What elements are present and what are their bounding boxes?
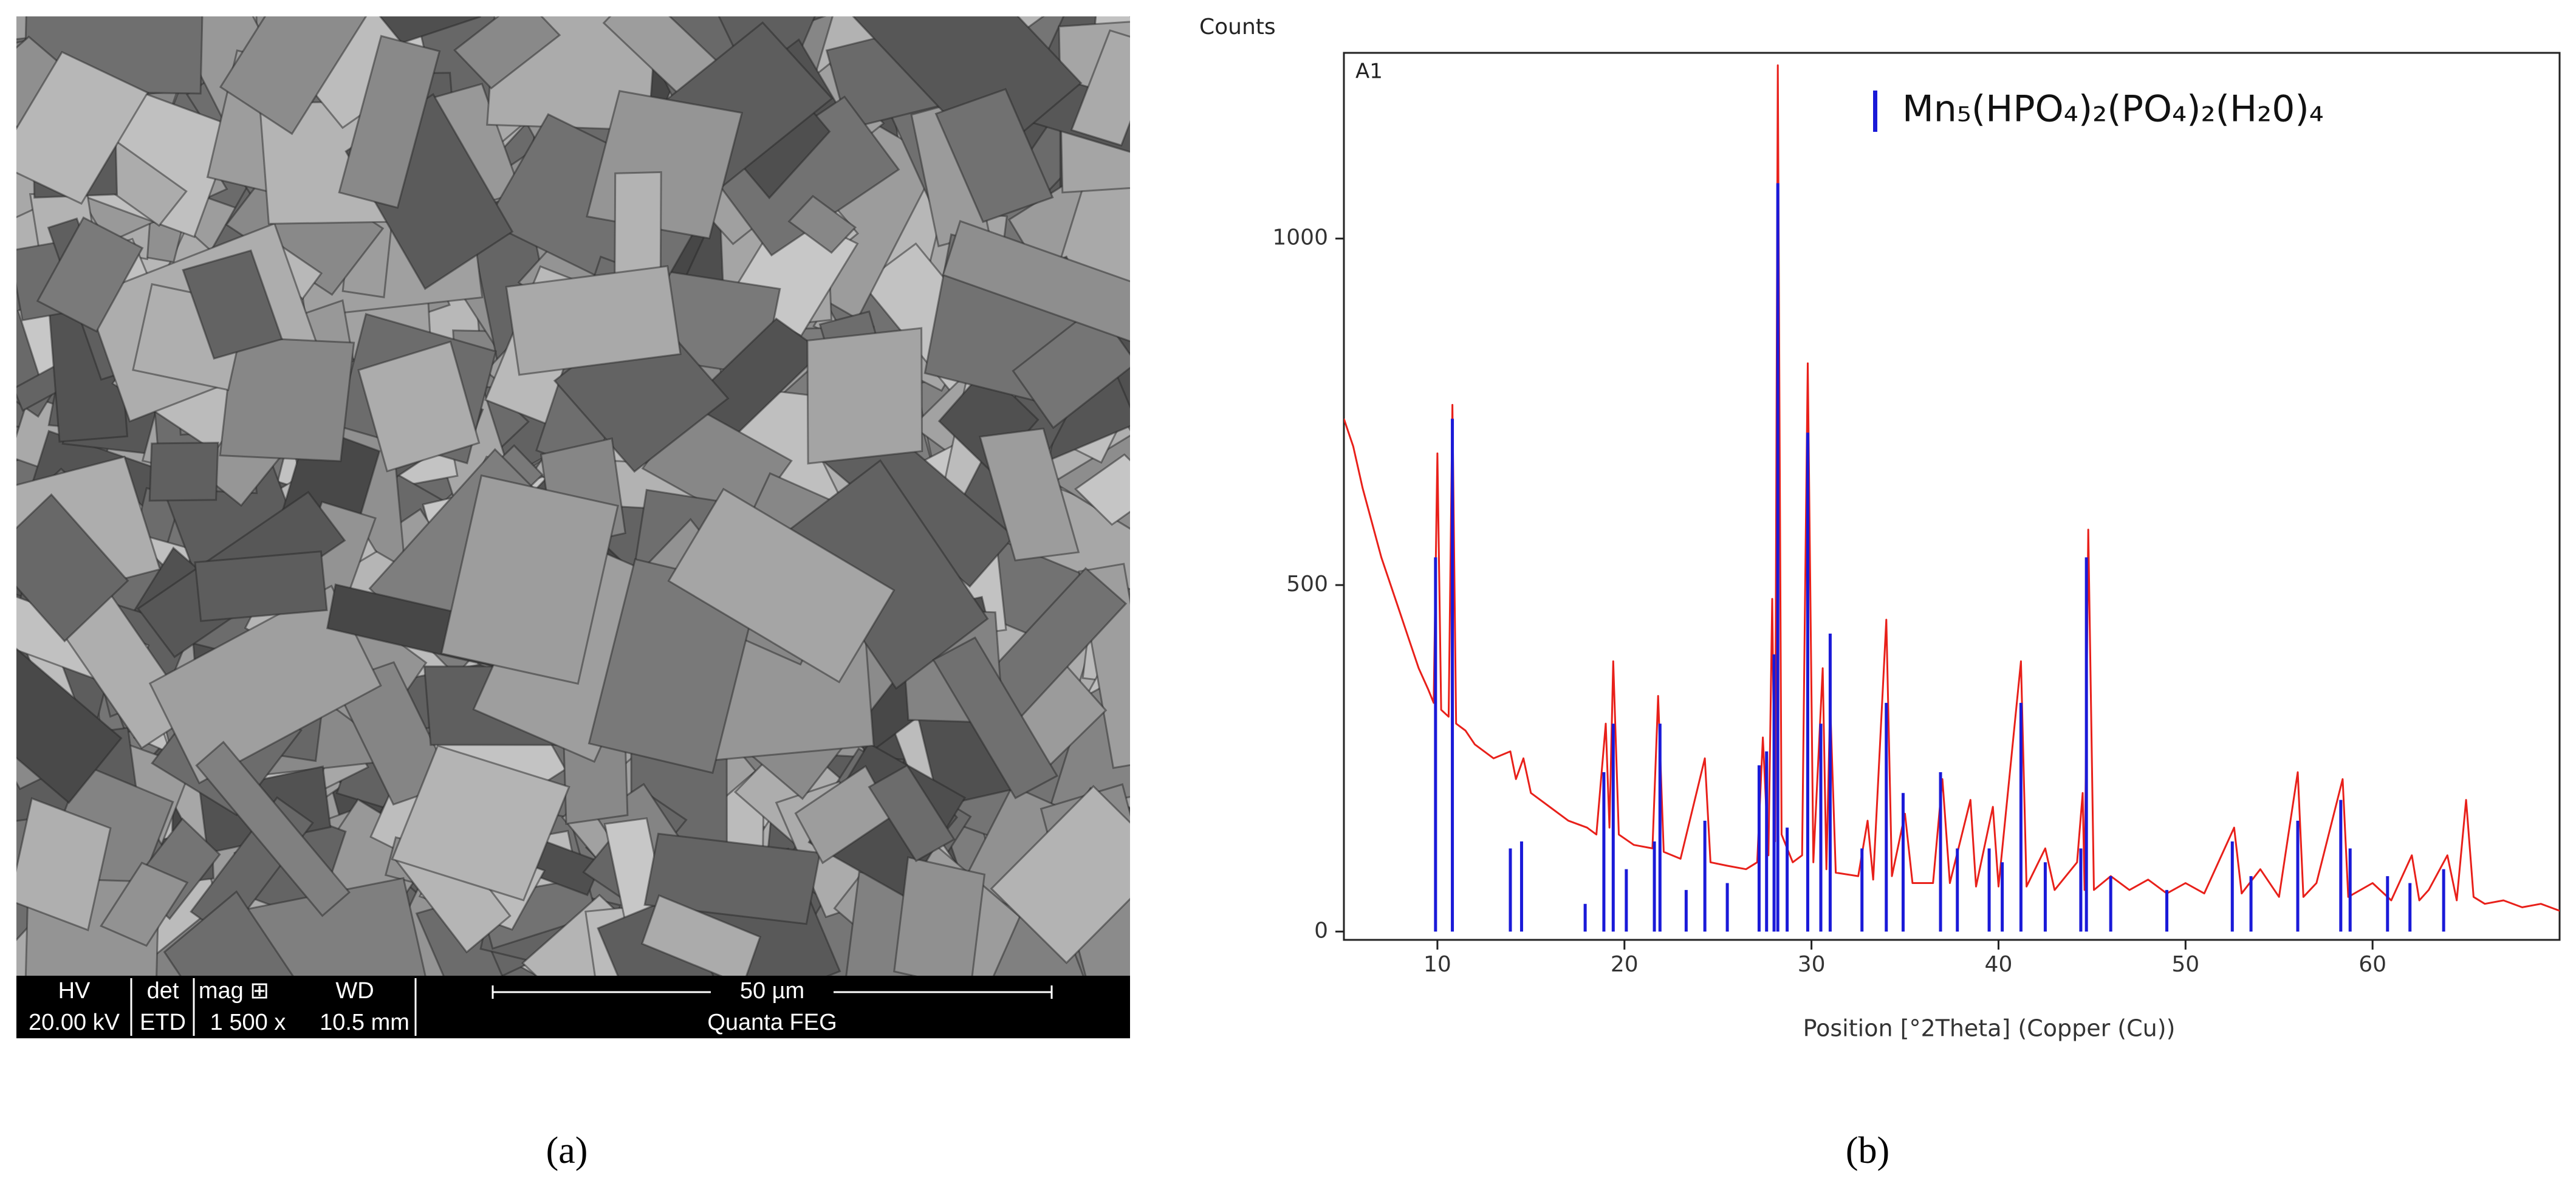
y-tick-label: 1000: [1272, 225, 1328, 250]
crystal: [932, 636, 1059, 800]
crystal: [787, 459, 989, 690]
plot-area: [1344, 64, 2560, 932]
crystal: [219, 336, 355, 462]
crystal: [440, 474, 619, 685]
panel-label: A1: [1355, 60, 1383, 84]
crystal: [100, 861, 189, 947]
info-value: 1 500 x: [210, 1010, 286, 1035]
xrd-chart: Counts A1 Position [°2Theta] (Copper (Cu…: [1199, 15, 2561, 1042]
crystal: [16, 493, 129, 643]
x-tick-label: 30: [1798, 952, 1826, 977]
crystal: [338, 35, 441, 209]
x-axis-title: Position [°2Theta] (Copper (Cu)): [1803, 1015, 2176, 1042]
info-value: 10.5 mm: [320, 1010, 409, 1035]
sem-texture: [16, 16, 1130, 976]
crystal: [640, 894, 761, 976]
crystal: [36, 216, 144, 333]
x-tick-label: 50: [2171, 952, 2199, 977]
crystal: [357, 340, 481, 473]
crystal: [182, 249, 283, 360]
crystal: [893, 856, 986, 976]
crystal: [505, 265, 682, 376]
crystal: [1074, 453, 1130, 526]
crystal: [667, 487, 896, 683]
crystal: [787, 194, 857, 254]
axes: 0 500 1000 10 20 30 40 50 60 Mn₅(HPO₄)₂(PO₄)₂(H₂0…: [1272, 88, 2386, 977]
crystal: [453, 16, 561, 90]
plot-frame: [1343, 52, 2561, 941]
info-header: WD: [335, 978, 374, 1004]
crystal: [868, 764, 956, 863]
sem-image: HV det mag ⊞ WD 20.00 kV ETD 1 500 x 10.…: [16, 16, 1130, 1038]
crystal: [643, 832, 821, 925]
crystal: [1070, 29, 1130, 147]
x-tick-label: 10: [1423, 952, 1451, 977]
x-tick-label: 40: [1985, 952, 2013, 977]
crystal: [391, 744, 570, 902]
legend-swatch: [1873, 91, 1877, 132]
scale-bar-label: 50 µm: [740, 978, 804, 1004]
info-header: det: [147, 978, 179, 1004]
y-axis-title: Counts: [1199, 15, 1276, 39]
x-tick-label: 60: [2358, 952, 2386, 977]
crystal: [934, 87, 1054, 224]
crystal: [16, 648, 123, 804]
crystal: [219, 16, 368, 135]
x-tick-label: 20: [1611, 952, 1639, 977]
caption: (b): [1846, 1130, 1889, 1171]
info-header: HV: [58, 978, 91, 1004]
crystal: [16, 50, 149, 205]
crystal: [990, 784, 1130, 964]
y-tick-label: 500: [1286, 572, 1328, 597]
info-bar: [16, 976, 1130, 1038]
info-value: 20.00 kV: [29, 1010, 120, 1035]
legend-label: Mn₅(HPO₄)₂(PO₄)₂(H₂0)₄: [1902, 88, 2324, 131]
crystal: [16, 797, 112, 931]
crystal: [942, 220, 1130, 343]
crystal: [194, 550, 328, 622]
info-header: mag ⊞: [199, 978, 269, 1004]
crystal: [806, 327, 923, 465]
instrument: Quanta FEG: [707, 1010, 837, 1035]
crystal: [979, 427, 1080, 562]
crystal: [148, 442, 219, 502]
y-tick-label: 0: [1314, 918, 1328, 943]
crystal: [195, 741, 351, 917]
caption: (a): [546, 1130, 588, 1171]
crystal: [163, 890, 294, 976]
info-value: ETD: [140, 1010, 186, 1035]
